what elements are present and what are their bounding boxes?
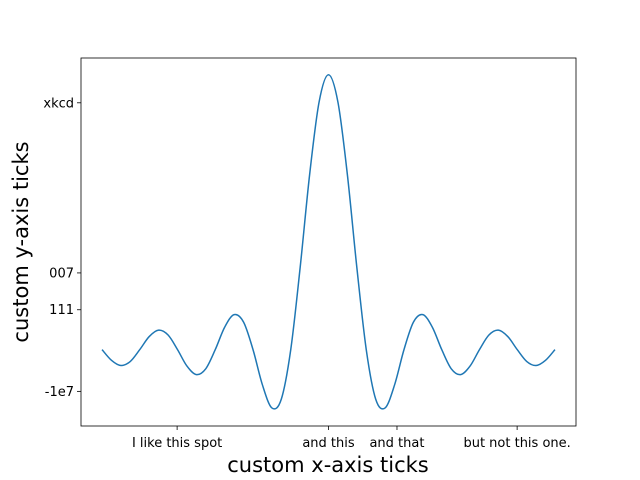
axes-frame	[80, 57, 577, 427]
y-tick-label: 007	[49, 266, 74, 281]
y-axis-label: custom y-axis ticks	[9, 141, 33, 342]
line-series	[101, 74, 556, 410]
x-tick-label: but not this one.	[463, 436, 570, 451]
x-tick-label: I like this spot	[132, 436, 222, 451]
y-tick-label: xkcd	[43, 96, 74, 111]
x-tick-label: and this	[302, 436, 355, 451]
y-tick-label: -1e7	[45, 385, 74, 400]
x-axis-label: custom x-axis ticks	[227, 453, 428, 477]
x-tick-label: and that	[369, 436, 424, 451]
y-tick-label: 111	[49, 303, 74, 318]
